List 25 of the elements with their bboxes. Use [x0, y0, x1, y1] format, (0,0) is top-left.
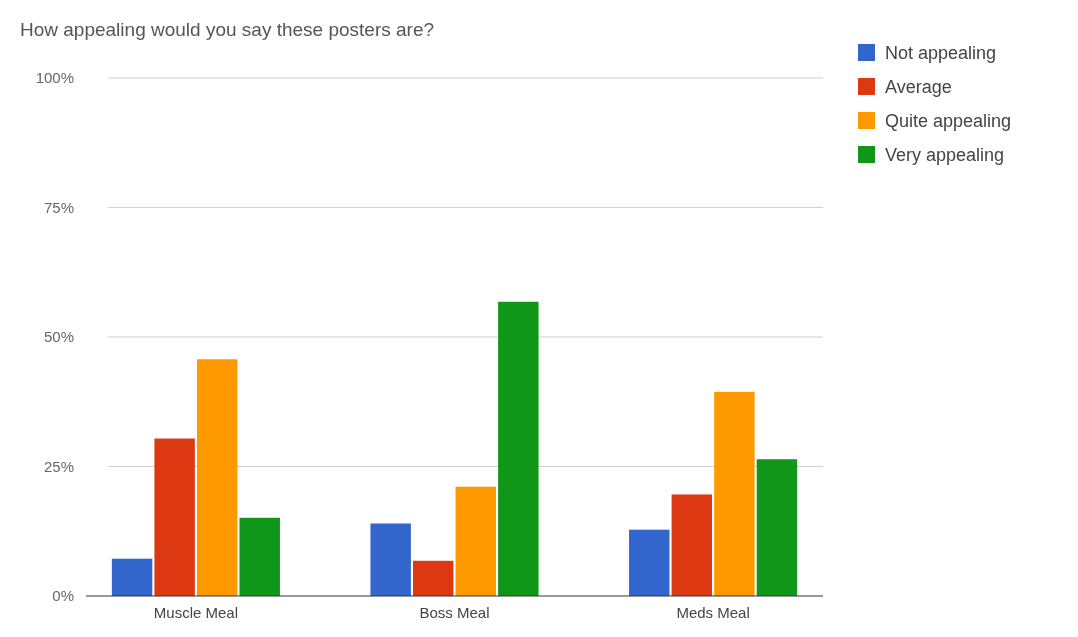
legend-label: Not appealing [885, 43, 997, 64]
bar [239, 517, 280, 596]
bar [498, 301, 539, 596]
y-tick-label: 50% [43, 328, 74, 346]
bar [629, 529, 670, 596]
bar [455, 486, 496, 596]
legend-label: Quite appealing [885, 111, 1012, 132]
y-tick-label: 0% [52, 587, 74, 605]
y-tick-label: 75% [43, 198, 74, 216]
x-tick-label: Muscle Meal [153, 604, 239, 621]
y-tick-label: 100% [35, 69, 74, 87]
legend-label: Very appealing [885, 145, 1005, 166]
x-tick-label: Boss Meal [419, 604, 490, 621]
bar [154, 438, 195, 596]
bar [714, 391, 755, 596]
bar [196, 359, 238, 596]
y-tick-label: 25% [43, 457, 74, 475]
bar [413, 560, 454, 596]
legend-label: Average [885, 77, 952, 98]
bar [370, 523, 411, 596]
x-tick-label: Meds Meal [676, 604, 750, 621]
chart-title: How appealing would you say these posters are? [20, 19, 435, 40]
bar [111, 558, 153, 596]
bar [756, 459, 798, 596]
bar [671, 494, 713, 596]
